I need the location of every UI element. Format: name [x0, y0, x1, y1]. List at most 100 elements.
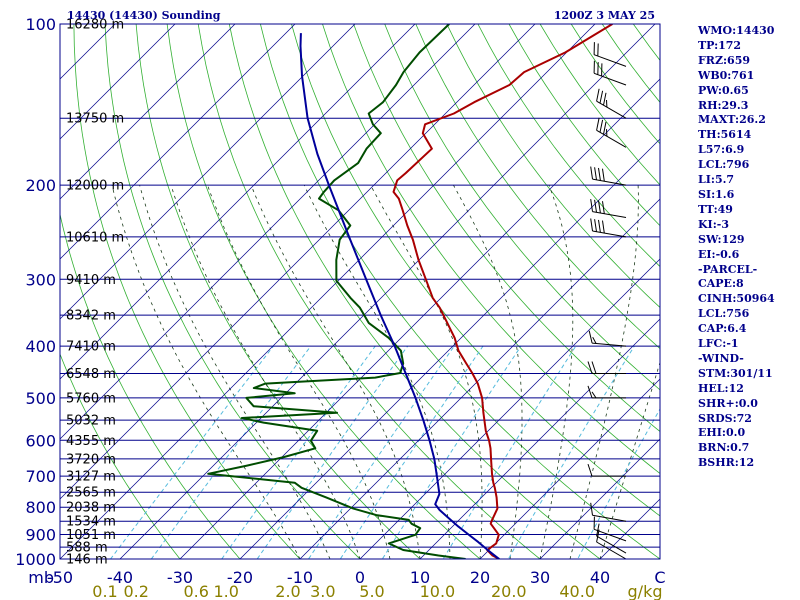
dry-adiabat	[228, 24, 601, 559]
wind-barb	[596, 529, 627, 559]
isotherm	[60, 24, 416, 380]
wind-barb	[590, 502, 627, 522]
isotherm	[479, 378, 660, 559]
isotherm	[119, 24, 656, 559]
mixing-ratio-label: 5.0	[359, 582, 384, 600]
dry-adiabat	[415, 24, 660, 350]
isotherm	[239, 138, 660, 559]
height-label: 146 m	[66, 553, 108, 568]
temperature-tick-label: -30	[167, 568, 193, 587]
moist-adiabat	[569, 185, 639, 559]
pressure-unit-label: mb	[28, 568, 54, 587]
pressure-tick-label: 900	[25, 526, 56, 545]
temperature-tick-label: 20	[470, 568, 490, 587]
pressure-tick-label: 700	[25, 467, 56, 486]
height-label: 5032 m	[66, 414, 116, 429]
index-item: BSHR:12	[698, 456, 755, 470]
moist-adiabat	[250, 184, 421, 559]
wind-barb	[590, 218, 627, 238]
height-label: 1534 m	[66, 515, 116, 530]
wind-barb	[587, 361, 626, 374]
index-item: EHI:0.0	[698, 426, 746, 440]
mixing-ratio-line	[577, 408, 660, 559]
index-item: LFC:-1	[698, 337, 739, 351]
index-item: -WIND-	[698, 351, 744, 365]
index-item: CINH:50964	[698, 292, 775, 306]
temperature-tick-label: -10	[287, 568, 313, 587]
index-item: TP:172	[698, 38, 742, 52]
wind-barb	[587, 463, 626, 477]
temperature-tick-label: C	[654, 568, 665, 587]
wind-barb	[593, 42, 627, 67]
dry-adiabat	[291, 24, 660, 517]
pressure-tick-label: 600	[25, 431, 56, 450]
height-label: 8342 m	[66, 309, 116, 324]
index-item: SW:129	[698, 232, 745, 246]
dry-adiabat	[197, 24, 541, 559]
mixing-ratio-line	[507, 345, 635, 559]
index-item: CAP:6.4	[698, 322, 747, 336]
dry-adiabat	[353, 24, 660, 432]
mixing-ratio-label: 1.0	[213, 582, 238, 600]
background-grid	[60, 24, 660, 559]
index-item: RH:29.3	[698, 98, 749, 112]
index-item: -PARCEL-	[698, 262, 758, 276]
mixing-ratio-label: 0.2	[123, 582, 148, 600]
height-label: 12000 m	[66, 179, 124, 194]
mixing-ratio-line	[221, 345, 376, 559]
height-label: 2565 m	[66, 486, 116, 501]
temperature-tick-label: 40	[590, 568, 610, 587]
isotherm	[60, 24, 476, 440]
index-item: LCL:796	[698, 158, 750, 172]
index-item: TT:49	[698, 202, 733, 216]
height-label: 3720 m	[66, 452, 116, 467]
dry-adiabat	[60, 212, 241, 559]
isotherm	[539, 438, 660, 559]
index-item: WB0:761	[698, 68, 755, 82]
wind-barb	[596, 88, 627, 119]
height-label: 2038 m	[66, 501, 116, 516]
wind-barb	[590, 199, 627, 218]
index-item: STM:301/11	[698, 366, 773, 380]
pressure-tick-label: 400	[25, 337, 56, 356]
index-item: EI:-0.6	[698, 247, 740, 261]
mixing-ratio-label: 3.0	[310, 582, 335, 600]
moist-adiabat	[111, 185, 301, 559]
dry-adiabat	[135, 24, 421, 559]
temperature-tick-label: 0	[355, 568, 365, 587]
moist-adiabat	[453, 184, 523, 559]
mixing-ratio-label: 40.0	[559, 582, 595, 600]
parcel-profile	[299, 33, 500, 559]
height-label: 7410 m	[66, 340, 116, 355]
moist-adiabat	[139, 184, 331, 559]
dewpoint-profile	[207, 24, 466, 559]
temperature-profile	[392, 24, 613, 559]
sounding-profiles	[207, 24, 613, 559]
pressure-tick-label: 500	[25, 389, 56, 408]
temperature-tick-label: -20	[227, 568, 253, 587]
height-label: 9410 m	[66, 273, 116, 288]
index-item: WMO:14430	[698, 24, 775, 37]
isotherm	[419, 318, 660, 559]
pressure-tick-label: 100	[25, 15, 56, 34]
mixing-ratio-label: 10.0	[420, 582, 456, 600]
index-item: KI:-3	[698, 217, 729, 231]
wind-barb	[593, 516, 627, 542]
observation-time: 1200Z 3 MAY 25	[554, 9, 655, 22]
moist-adiabat	[599, 361, 660, 559]
temperature-tick-label: -40	[107, 568, 133, 587]
dry-adiabat	[73, 24, 301, 559]
index-item: L57:6.9	[698, 143, 745, 157]
index-item: SHR+:0.0	[698, 396, 758, 410]
mixing-ratio-label: 0.1	[92, 582, 117, 600]
height-label: 588 m	[66, 541, 108, 556]
isotherm	[60, 24, 596, 559]
moist-adiabat	[170, 184, 361, 559]
height-label: 6548 m	[66, 367, 116, 382]
station-title: 14430 (14430) Sounding	[67, 9, 221, 22]
isotherm	[60, 24, 536, 500]
isotherm	[60, 24, 176, 140]
mixing-ratio-label: 20.0	[491, 582, 527, 600]
